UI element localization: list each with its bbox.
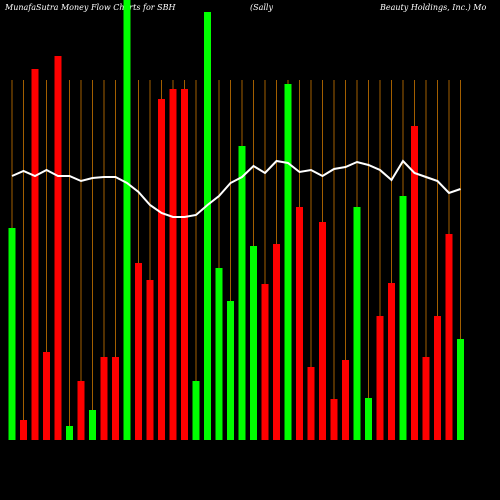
bar [135, 263, 142, 440]
bar [411, 126, 418, 440]
bar [31, 69, 39, 440]
chart-title-mid: (Sally [250, 3, 273, 12]
bar [296, 207, 303, 440]
bar [123, 0, 131, 440]
bar [54, 56, 62, 440]
bar [273, 244, 280, 440]
bar [330, 399, 338, 440]
bar [261, 284, 269, 440]
bar [43, 352, 50, 440]
bar [192, 381, 200, 440]
chart-title-right: Beauty Holdings, Inc.) Mo [379, 3, 487, 12]
bar [89, 410, 96, 440]
money-flow-line [11, 159, 461, 218]
bar [169, 89, 177, 440]
bar [204, 12, 211, 440]
bar [66, 426, 73, 440]
bar [388, 283, 395, 440]
bar [376, 316, 384, 440]
bar [77, 381, 85, 440]
bar [100, 357, 108, 440]
bar [353, 207, 361, 440]
bar [158, 99, 165, 440]
bar [146, 280, 154, 440]
bar [307, 367, 315, 440]
bar [181, 89, 188, 440]
bar [215, 268, 223, 440]
bar [112, 357, 119, 440]
bar [434, 316, 441, 440]
bar [20, 420, 27, 440]
bar [227, 301, 234, 440]
bar [284, 84, 292, 440]
bar [445, 234, 453, 440]
bar [457, 339, 464, 440]
bar [365, 398, 372, 440]
bar [422, 357, 430, 440]
bar [250, 246, 257, 440]
bar [8, 228, 16, 440]
bar [399, 196, 407, 440]
bar [342, 360, 349, 440]
bar [319, 222, 326, 440]
chart-title: MunafaSutra Money Flow Charts for SBH [4, 3, 176, 12]
bar [238, 146, 246, 440]
